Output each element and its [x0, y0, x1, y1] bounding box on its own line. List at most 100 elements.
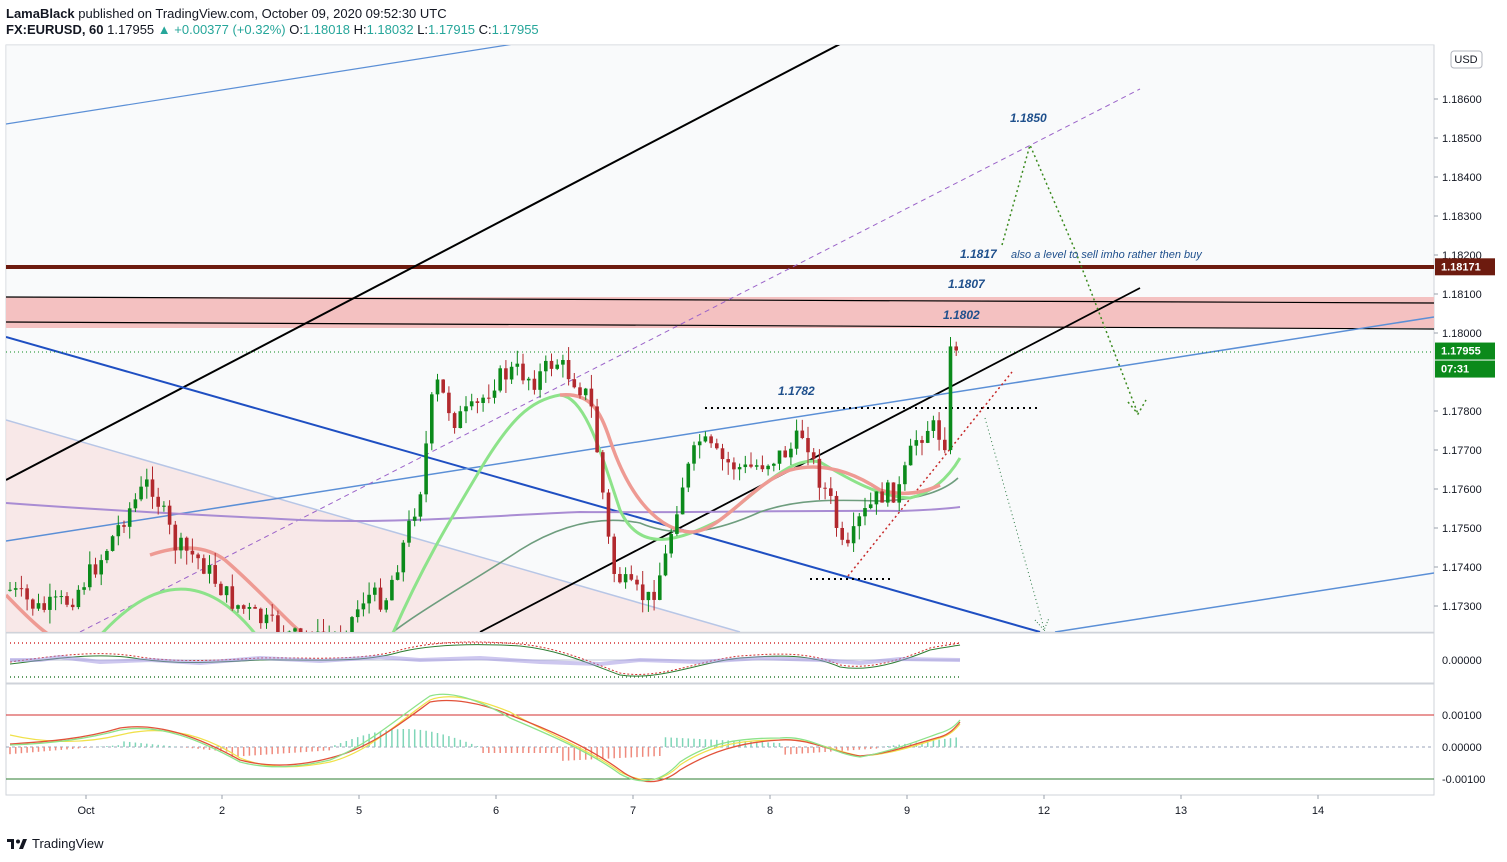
candle-body — [857, 516, 862, 527]
candle-body — [789, 448, 793, 458]
x-tick-label: 9 — [904, 805, 910, 817]
candle-body — [754, 465, 759, 467]
candle-body — [350, 617, 354, 632]
candle-body — [532, 378, 537, 390]
candle-body — [418, 494, 423, 517]
candle-body — [840, 527, 844, 540]
candle-body — [618, 573, 622, 583]
candle-body — [481, 397, 485, 403]
symbol-info: FX:EURUSD, 60 1.17955 ▲ +0.00377 (+0.32%… — [6, 22, 539, 37]
candle-body — [578, 387, 582, 396]
oscillator-axes: 0.00000 0.00100 0.00000 -0.00100 — [1442, 655, 1485, 786]
x-tick-label: 12 — [1038, 805, 1050, 817]
osc-tick-label: 0.00000 — [1442, 655, 1482, 667]
candle-body — [435, 379, 440, 395]
macd-green-line — [9, 693, 961, 782]
candle-body — [76, 589, 81, 608]
candle-body — [361, 603, 366, 610]
candle-body — [236, 605, 240, 609]
candle-body — [886, 482, 890, 503]
candle-body — [629, 574, 634, 580]
x-tick-label: 8 — [767, 805, 773, 817]
candle-body — [367, 594, 371, 604]
candle-body — [196, 554, 200, 559]
candle-body — [127, 508, 132, 527]
y-tick-label: 1.18300 — [1442, 211, 1482, 223]
symbol-name[interactable]: FX:EURUSD, 60 — [6, 22, 104, 37]
purple-dashed-line — [79, 88, 1141, 632]
candle-body — [13, 588, 18, 590]
candle-body — [806, 438, 810, 453]
candle-body — [943, 439, 947, 451]
author-name[interactable]: LamaBlack — [6, 6, 75, 21]
candle-body — [732, 462, 736, 470]
oscillator-pane[interactable] — [5, 632, 1435, 684]
candle-body — [937, 420, 941, 440]
candle-body — [224, 586, 229, 596]
candle-body — [430, 394, 434, 444]
candle-body — [846, 539, 850, 544]
red-dotted-trendline — [847, 371, 1013, 577]
price-axis[interactable]: 1.186001.185001.184001.183001.182001.181… — [1434, 94, 1482, 613]
price-tag-label: 1.18171 — [1441, 261, 1481, 273]
candle-body — [538, 371, 542, 390]
y-tick-label: 1.18500 — [1442, 133, 1482, 145]
candle-body — [401, 542, 406, 573]
candle-body — [464, 406, 468, 412]
candle-body — [230, 586, 235, 609]
annotation-1.1802: 1.1802 — [943, 308, 980, 322]
light-blue-trendline — [6, 419, 741, 632]
last-price: 1.17955 — [107, 22, 155, 37]
candle-body — [276, 615, 280, 632]
candle-body — [116, 525, 121, 537]
candle-body — [88, 564, 92, 588]
candle-body — [321, 631, 326, 632]
candle-body — [110, 536, 115, 551]
annotation-1.1850: 1.1850 — [1010, 111, 1047, 125]
annotation-sell-note: also a level to sell imho rather then bu… — [1011, 249, 1203, 261]
currency-badge[interactable]: USD — [1450, 50, 1483, 69]
y-tick-label: 1.18100 — [1442, 289, 1482, 301]
y-tick-label: 1.18000 — [1442, 328, 1482, 340]
x-tick-label: 13 — [1175, 805, 1187, 817]
green-arrow-head — [1127, 399, 1147, 416]
y-tick-label: 1.17400 — [1442, 562, 1482, 574]
time-axis[interactable]: Oct 2 5 6 7 8 9 12 13 14 — [77, 795, 1324, 817]
candle-body — [931, 420, 936, 431]
candle-body — [891, 482, 896, 503]
candle-body — [458, 411, 463, 429]
drawings-layer — [6, 45, 1434, 658]
candle-body — [663, 553, 668, 576]
candle-body — [914, 440, 919, 446]
close-label: C: — [478, 22, 492, 37]
upper-blue-trendline — [6, 45, 512, 125]
candle-body — [737, 467, 742, 470]
candle-body — [777, 450, 782, 464]
macd-pane[interactable] — [5, 683, 1435, 796]
candle-body — [424, 443, 428, 495]
candle-body — [863, 508, 867, 517]
price-tag-label: 1.17955 — [1441, 346, 1481, 358]
candle-body — [652, 591, 656, 600]
candle-body — [669, 533, 673, 554]
macd-tick-label: 0.00000 — [1442, 742, 1482, 754]
zone-top-line — [6, 296, 1434, 304]
candle-body — [82, 587, 86, 590]
zone-bottom-line — [6, 321, 1434, 330]
y-tick-label: 1.17800 — [1442, 406, 1482, 418]
candle-body — [105, 550, 109, 561]
candle-body — [715, 443, 719, 449]
footer-brand[interactable]: TradingView — [6, 836, 104, 851]
candle-body — [133, 499, 138, 509]
candle-body — [703, 436, 708, 442]
candle-body — [469, 401, 474, 407]
candle-body — [686, 463, 691, 488]
candle-body — [834, 495, 839, 528]
candle-body — [378, 587, 383, 610]
candle-body — [948, 346, 953, 451]
candle-body — [48, 596, 52, 610]
candle-body — [811, 452, 816, 459]
candles-group[interactable] — [8, 336, 958, 658]
candle-body — [572, 379, 577, 388]
